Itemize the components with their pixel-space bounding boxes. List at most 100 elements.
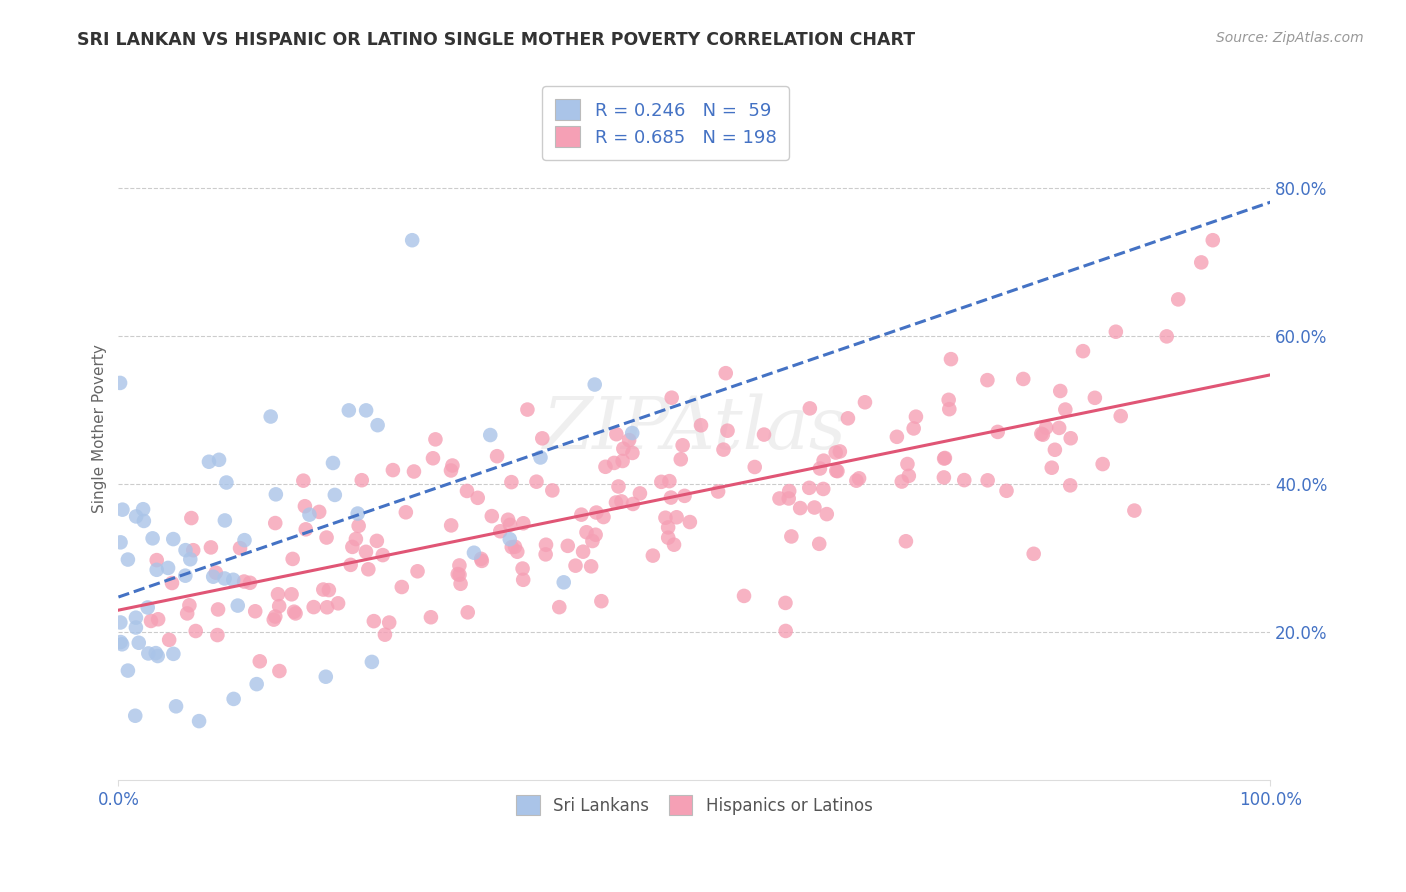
Point <box>260 409 283 424</box>
Point <box>1189 255 1212 269</box>
Point <box>976 373 998 387</box>
Point <box>366 533 388 548</box>
Point <box>713 442 735 457</box>
Point <box>179 599 201 613</box>
Point <box>512 516 534 531</box>
Point <box>233 574 256 589</box>
Point <box>108 376 131 390</box>
Point <box>342 540 364 554</box>
Point <box>621 446 644 460</box>
Point <box>548 600 571 615</box>
Point <box>110 615 132 630</box>
Point <box>592 510 614 524</box>
Point <box>339 558 361 572</box>
Point <box>612 442 634 456</box>
Point <box>233 533 256 548</box>
Point <box>1060 431 1083 445</box>
Point <box>1091 457 1114 471</box>
Point <box>813 482 835 496</box>
Point <box>267 587 290 601</box>
Point <box>496 513 519 527</box>
Point <box>419 610 441 624</box>
Point <box>733 589 755 603</box>
Point <box>621 425 644 440</box>
Point <box>181 543 204 558</box>
Point <box>690 418 713 433</box>
Point <box>583 377 606 392</box>
Point <box>146 612 169 626</box>
Point <box>976 473 998 487</box>
Point <box>995 483 1018 498</box>
Point <box>541 483 564 498</box>
Point <box>174 543 197 558</box>
Point <box>322 456 344 470</box>
Point <box>440 518 463 533</box>
Point <box>744 460 766 475</box>
Point <box>422 451 444 466</box>
Point <box>146 648 169 663</box>
Point <box>281 552 304 566</box>
Point <box>610 494 633 508</box>
Point <box>662 538 685 552</box>
Point <box>1043 442 1066 457</box>
Point <box>585 527 607 541</box>
Point <box>264 516 287 530</box>
Point <box>1040 460 1063 475</box>
Point <box>799 481 821 495</box>
Point <box>470 552 492 566</box>
Point <box>953 473 976 487</box>
Point <box>553 575 575 590</box>
Point <box>672 438 695 452</box>
Point <box>657 531 679 545</box>
Point <box>202 570 225 584</box>
Point <box>1071 344 1094 359</box>
Point <box>110 535 132 549</box>
Point <box>449 567 471 582</box>
Point <box>125 621 148 635</box>
Point <box>661 391 683 405</box>
Point <box>457 605 479 619</box>
Point <box>124 708 146 723</box>
Point <box>654 510 676 524</box>
Point <box>263 613 285 627</box>
Y-axis label: Single Mother Poverty: Single Mother Poverty <box>93 344 107 513</box>
Point <box>354 545 377 559</box>
Point <box>579 559 602 574</box>
Point <box>312 582 335 597</box>
Point <box>903 421 925 435</box>
Point <box>531 431 554 445</box>
Point <box>1105 325 1128 339</box>
Point <box>489 524 512 539</box>
Point <box>207 602 229 616</box>
Point <box>456 483 478 498</box>
Point <box>165 699 187 714</box>
Point <box>1059 478 1081 492</box>
Point <box>145 646 167 660</box>
Point <box>139 614 162 628</box>
Point <box>222 692 245 706</box>
Point <box>894 534 917 549</box>
Point <box>449 558 471 573</box>
Point <box>512 561 534 575</box>
Point <box>284 607 307 621</box>
Point <box>987 425 1010 439</box>
Point <box>269 664 291 678</box>
Point <box>117 664 139 678</box>
Point <box>367 418 389 433</box>
Point <box>450 576 472 591</box>
Point <box>176 607 198 621</box>
Point <box>679 515 702 529</box>
Point <box>128 636 150 650</box>
Point <box>1202 233 1225 247</box>
Point <box>145 553 167 567</box>
Point <box>1035 420 1057 434</box>
Point <box>136 647 159 661</box>
Point <box>886 430 908 444</box>
Point <box>471 554 494 568</box>
Point <box>1109 409 1132 423</box>
Point <box>581 534 603 549</box>
Point <box>198 455 221 469</box>
Point <box>1012 372 1035 386</box>
Point <box>117 552 139 566</box>
Point <box>934 451 956 466</box>
